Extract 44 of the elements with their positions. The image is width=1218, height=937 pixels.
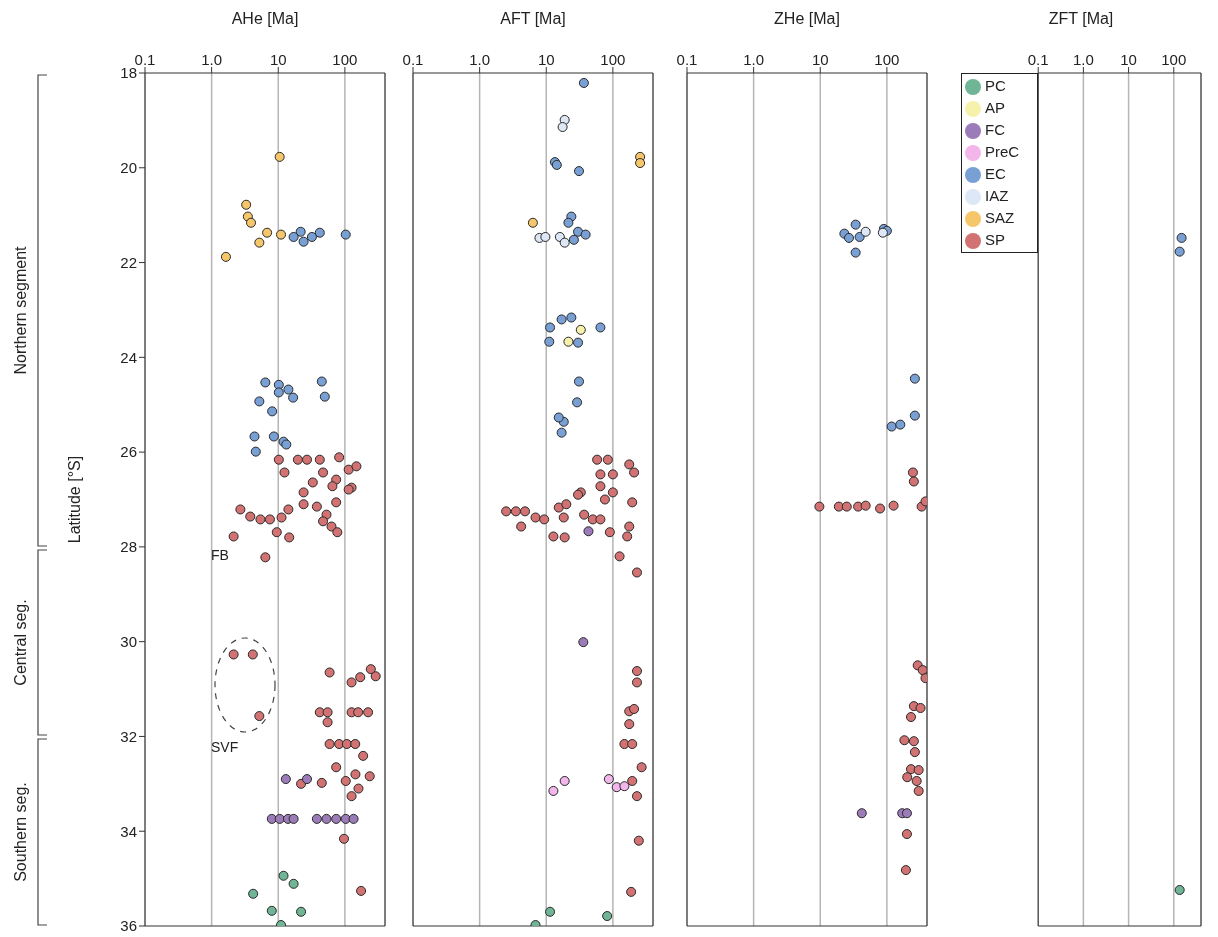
y-tick-label: 24 <box>120 348 137 366</box>
legend-label: PC <box>985 77 1006 94</box>
y-tick-label: 26 <box>120 443 137 461</box>
text: Southern seg. <box>12 782 29 882</box>
y-tick-label: 34 <box>120 822 137 840</box>
y-tick-label: 22 <box>120 253 137 271</box>
x-tick-label: 1.0 <box>469 51 491 68</box>
x-tick-label: 10 <box>537 51 555 68</box>
x-tick-label: 0.1 <box>402 51 424 68</box>
x-tick-label: 100 <box>1161 51 1187 68</box>
x-tick-label: 10 <box>269 51 287 68</box>
legend-label: AP <box>985 99 1006 116</box>
x-tick-label: 1.0 <box>1072 51 1094 68</box>
chart-title: AFT [Ma] <box>499 10 567 28</box>
x-tick-label: 1.0 <box>743 51 765 68</box>
y-tick-label: 30 <box>120 632 137 650</box>
legend-label: PreC <box>985 143 1020 160</box>
x-tick-label: 100 <box>600 51 626 68</box>
y-tick-label: 28 <box>120 538 137 556</box>
x-tick-label: 100 <box>332 51 358 68</box>
y-tick-label: 18 <box>120 64 137 82</box>
x-tick-label: 100 <box>874 51 900 68</box>
annotation: SVF <box>211 738 239 755</box>
x-tick-label: 0.1 <box>676 51 698 68</box>
y-tick-label: 36 <box>120 917 137 935</box>
x-tick-label: 1.0 <box>201 51 223 68</box>
y-tick-label: 20 <box>120 159 137 177</box>
legend-label: FC <box>985 121 1005 138</box>
x-tick-label: 0.1 <box>134 51 156 68</box>
legend-label: IAZ <box>985 187 1009 204</box>
x-tick-label: 10 <box>1120 51 1137 68</box>
chart-title: ZFT [Ma] <box>1047 10 1115 28</box>
y-axis-title: Latitude [°S] <box>66 455 83 544</box>
annotation: FB <box>211 546 229 563</box>
chart-title: ZHe [Ma] <box>773 10 841 28</box>
legend-label: EC <box>985 165 1006 182</box>
text: Northern segment <box>12 245 29 375</box>
y-tick-label: 32 <box>120 727 137 745</box>
text: Central seg. <box>12 599 29 686</box>
chart-title: AHe [Ma] <box>230 10 300 28</box>
legend-label: SP <box>985 231 1006 248</box>
x-tick-label: 0.1 <box>1027 51 1049 68</box>
x-tick-label: 10 <box>811 51 829 68</box>
legend-label: SAZ <box>985 209 1015 226</box>
